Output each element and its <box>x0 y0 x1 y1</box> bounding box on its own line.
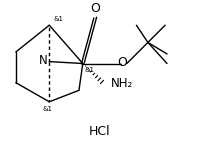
Text: &1: &1 <box>42 106 52 112</box>
Text: NH₂: NH₂ <box>110 77 132 90</box>
Text: O: O <box>117 56 126 69</box>
Text: &1: &1 <box>84 67 94 73</box>
Text: N: N <box>39 54 48 67</box>
Text: HCl: HCl <box>89 125 110 138</box>
Text: &1: &1 <box>53 16 63 22</box>
Text: O: O <box>90 2 100 15</box>
